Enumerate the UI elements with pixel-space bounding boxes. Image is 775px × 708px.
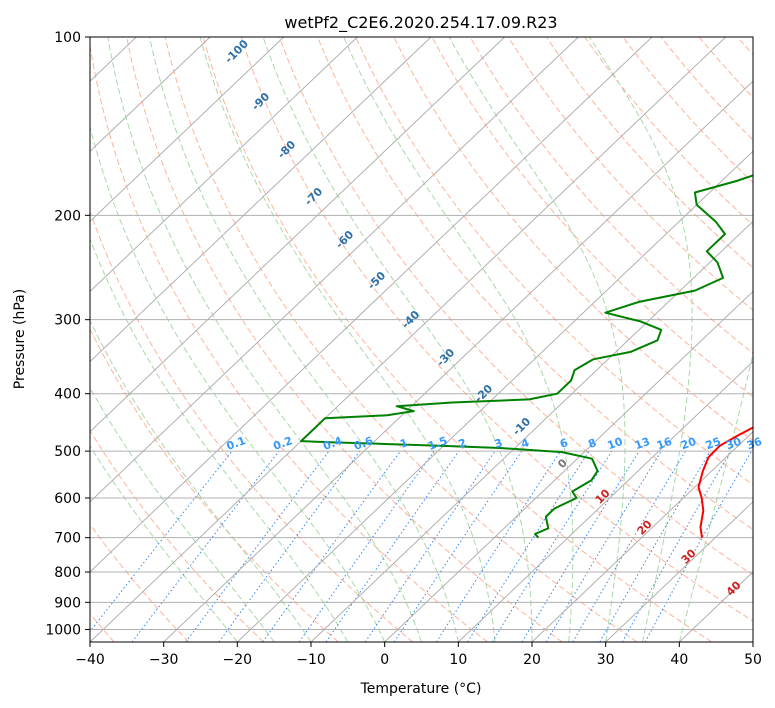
y-tick-label: 500 [54, 444, 81, 460]
mixing-ratio-label: 10 [606, 435, 625, 453]
mixing-ratio-line [298, 450, 435, 642]
mixing-ratio-label: 2 [457, 436, 469, 451]
mixing-ratio-label: 25 [704, 435, 723, 452]
dry-adiabat [393, 37, 753, 442]
isotherm [90, 37, 653, 573]
mixing-ratio-label: 6 [558, 436, 570, 451]
dry-adiabat [164, 37, 638, 642]
moist-adiabat [588, 37, 693, 642]
mixing-ratio-label: 13 [633, 435, 652, 452]
mixing-ratio-line [435, 450, 562, 642]
y-axis-label: Pressure (hPa) [12, 289, 28, 389]
mixing-ratio-line [185, 450, 330, 642]
mixing-ratio-line [521, 450, 640, 642]
isotherm [531, 430, 753, 642]
isotherm [605, 501, 753, 642]
moist-adiabat [343, 37, 574, 642]
mixing-ratio-line [218, 450, 361, 642]
mixing-ratio-label: 4 [519, 436, 531, 451]
dry-adiabat [431, 37, 753, 398]
dry-adiabat [90, 210, 414, 642]
y-tick-label: 300 [54, 313, 81, 329]
x-tick-label: 40 [670, 652, 688, 668]
isotherm [310, 220, 753, 642]
dry-adiabat [90, 523, 190, 642]
y-tick-label: 800 [54, 565, 81, 581]
mixing-ratio-label: 8 [587, 436, 599, 451]
moist-adiabat [199, 37, 496, 642]
mixing-ratio-label: 36 [745, 435, 764, 453]
mixing-ratio-label: 16 [655, 435, 674, 453]
x-axis-ticks: −40 −30 −20 −10 0 10 20 30 40 50 [75, 642, 762, 668]
y-tick-label: 700 [54, 531, 81, 547]
mixing-ratio-label: 0.1 [225, 434, 248, 453]
mixing-ratio-label: 0.2 [271, 434, 294, 453]
dry-adiabat [507, 37, 753, 311]
dry-adiabat [90, 42, 488, 642]
mixing-ratio-label: 1.5 [426, 434, 449, 453]
y-tick-label: 100 [54, 30, 81, 46]
mixing-ratio-label: 1 [398, 436, 410, 451]
x-tick-label: −30 [149, 652, 179, 668]
y-tick-label: 200 [54, 208, 81, 224]
mixing-ratio-line [621, 450, 732, 642]
isotherm [90, 37, 432, 363]
x-tick-label: −10 [296, 652, 326, 668]
mixing-ratio-label: 3 [493, 436, 505, 451]
mixing-ratio-label: 0.4 [321, 434, 344, 453]
moist-adiabat [90, 125, 386, 642]
dry-adiabat [90, 429, 264, 642]
isotherm [90, 37, 285, 223]
x-tick-label: 20 [523, 652, 541, 668]
mixing-ratio-line [467, 450, 590, 642]
mixing-ratio-line [325, 450, 460, 642]
y-tick-label: 900 [54, 595, 81, 611]
isotherm [90, 37, 579, 503]
isotherm [90, 37, 358, 293]
isotherm [384, 290, 753, 642]
background-lines [90, 37, 753, 642]
mixing-ratio-label: 0.6 [352, 434, 375, 453]
isotherm [90, 37, 727, 642]
moist-adiabat [262, 37, 533, 642]
x-axis-label: Temperature (°C) [360, 681, 482, 697]
x-tick-label: 10 [449, 652, 467, 668]
y-tick-label: 600 [54, 491, 81, 507]
dry-adiabat [355, 37, 753, 486]
y-axis-ticks: 1000 900 800 700 600 500 400 300 200 100 [45, 30, 90, 638]
moist-adiabat [448, 37, 626, 642]
isotherm [90, 37, 211, 152]
temperature-line [697, 426, 753, 538]
x-tick-label: 30 [597, 652, 615, 668]
dewpoint-line [300, 174, 753, 539]
plot-frame [89, 36, 754, 643]
mixing-ratio-label: 20 [679, 435, 698, 453]
moist-adiabat [107, 37, 422, 642]
y-tick-label: 1000 [45, 622, 81, 638]
x-tick-label: 50 [744, 652, 762, 668]
isotherm [90, 37, 506, 433]
mixing-ratio-line [262, 450, 401, 642]
chart-title: wetPf2_C2E6.2020.254.17.09.R23 [284, 13, 557, 33]
isotherm [236, 150, 753, 642]
moist-adiabat [90, 237, 349, 642]
x-tick-label: 0 [380, 652, 389, 668]
x-tick-label: −20 [223, 652, 253, 668]
moist-adiabat [90, 319, 312, 642]
mixing-ratio-line [364, 450, 496, 642]
isotherm [457, 360, 753, 642]
y-tick-label: 400 [54, 387, 81, 403]
mixing-ratio-label: 30 [724, 435, 743, 453]
profile-lines [300, 174, 753, 539]
x-tick-label: −40 [75, 652, 105, 668]
isotherm [163, 80, 753, 642]
